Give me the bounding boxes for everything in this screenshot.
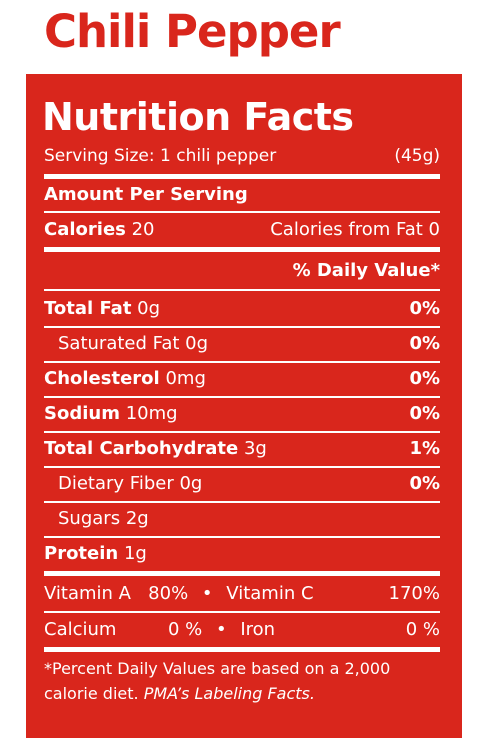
nutrient-daily-value: 0% [409,367,440,389]
nutrient-label: Dietary Fiber [58,472,174,494]
serving-size-weight: (45g) [394,146,440,166]
divider [44,396,440,398]
daily-value-header: % Daily Value* [292,259,440,281]
nutrient-amount: 2g [125,507,149,529]
nutrient-label: Sodium [44,402,120,424]
divider [44,501,440,503]
nutrient-daily-value: 1% [409,437,440,459]
nutrient-amount: 0g [137,297,161,319]
nutrient-row-protein: Protein 1g [44,539,440,567]
serving-size-row: Serving Size: 1 chili pepper (45g) [44,144,440,168]
divider [44,326,440,328]
nutrient-label: Protein [44,542,119,564]
nutrient-row-sugars: Sugars 2g [44,504,440,532]
calories-label: Calories [44,218,126,240]
divider [44,466,440,468]
nutrient-label: Total Carbohydrate [44,437,239,459]
nutrient-row-total-carbohydrate: Total Carbohydrate 3g 1% [44,434,440,462]
divider-thick [44,174,440,179]
nutrient-row-total-fat: Total Fat 0g 0% [44,294,440,322]
nutrient-label: Total Fat [44,297,132,319]
nutrient-label: Cholesterol [44,367,160,389]
divider [44,536,440,538]
nutrient-row-dietary-fiber: Dietary Fiber 0g 0% [44,469,440,497]
vitamin-a-value: 80% [148,582,189,604]
calories-row: Calories 20 Calories from Fat 0 [44,215,440,243]
nutrition-label: Nutrition Facts Serving Size: 1 chili pe… [26,74,462,738]
serving-size-label: Serving Size: 1 chili pepper [44,146,277,166]
nutrient-row-cholesterol: Cholesterol 0mg 0% [44,364,440,392]
divider-thick [44,571,440,576]
nutrient-daily-value: 0% [409,297,440,319]
nutrient-label: Sugars [58,507,121,529]
nutrient-row-sodium: Sodium 10mg 0% [44,399,440,427]
amount-per-serving-label: Amount Per Serving [44,183,248,205]
calories-value: 20 [131,218,155,240]
nutrient-amount: 0mg [165,367,206,389]
bullet-separator: • [215,618,227,640]
vitamin-c-value: 170% [388,582,440,604]
nutrient-amount: 1g [123,542,147,564]
iron-label: Iron [240,618,276,640]
nutrient-amount: 0g [179,472,203,494]
nutrient-daily-value: 0% [409,402,440,424]
nutrient-daily-value: 0% [409,332,440,354]
nutrient-label: Saturated Fat [58,332,180,354]
bullet-separator: • [201,582,213,604]
divider [44,611,440,613]
divider [44,431,440,433]
mineral-row: Calcium 0 % • Iron 0 % [44,615,440,643]
divider [44,289,440,291]
divider-thick [44,247,440,252]
vitamin-a-label: Vitamin A [44,582,131,604]
footnote-text: *Percent Daily Values are based on a 2,0… [44,659,391,703]
divider [44,361,440,363]
divider [44,211,440,213]
nutrient-row-saturated-fat: Saturated Fat 0g 0% [44,329,440,357]
calcium-value: 0 % [167,618,203,640]
nutrient-amount: 10mg [125,402,178,424]
calcium-label: Calcium [44,618,117,640]
nutrient-amount: 3g [243,437,267,459]
calories-from-fat-value: 0 [428,218,440,240]
amount-per-serving-row: Amount Per Serving [44,180,440,208]
nutrient-daily-value: 0% [409,472,440,494]
footnote: *Percent Daily Values are based on a 2,0… [44,656,446,706]
vitamin-row: Vitamin A 80% • Vitamin C 170% [44,579,440,607]
nutrition-facts-heading: Nutrition Facts [42,95,354,139]
footnote-source: PMA’s Labeling Facts. [143,684,315,703]
page-title: Chili Pepper [44,5,341,58]
vitamin-c-label: Vitamin C [226,582,314,604]
nutrient-amount: 0g [185,332,209,354]
iron-value: 0 % [405,618,440,640]
calories-from-fat-label: Calories from Fat [270,218,423,240]
divider-thick [44,647,440,652]
daily-value-header-row: % Daily Value* [44,256,440,284]
